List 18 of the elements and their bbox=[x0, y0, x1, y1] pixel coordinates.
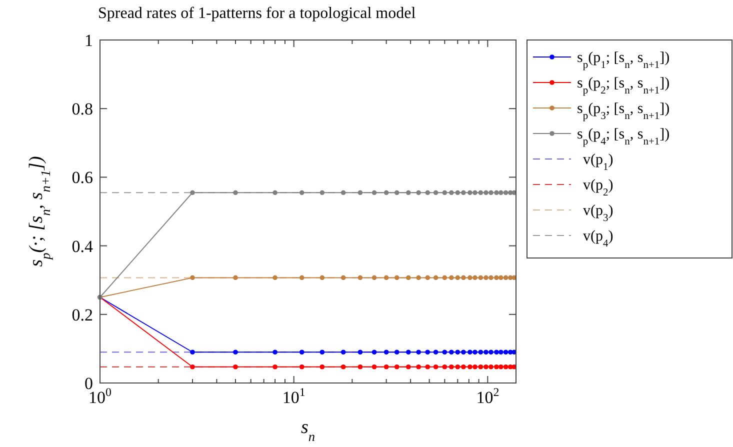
y-tick-label: 0 bbox=[84, 374, 93, 393]
legend-label: v(p$_{3}$) bbox=[583, 203, 614, 224]
x-tick-label: 10$^{1}$ bbox=[282, 385, 306, 407]
legend-label: v(p$_{4}$) bbox=[583, 228, 614, 249]
y-tick-label: 0.2 bbox=[72, 305, 93, 324]
text: s$_{p}$(p$_{2}$; [s$_{n}$, s$_{n+1}$]) bbox=[577, 76, 670, 96]
text: s$_{p}$(p$_{3}$; [s$_{n}$, s$_{n+1}$]) bbox=[577, 101, 670, 122]
x-axis-title: s$_{n}$ bbox=[300, 417, 316, 444]
y-tick-label: 0.6 bbox=[72, 168, 93, 188]
text: s$_{p}$(p$_{4}$; [s$_{n}$, s$_{n+1}$]) bbox=[577, 126, 670, 147]
legend-label: v(p$_{2}$) bbox=[583, 178, 614, 198]
x-tick-label: 10$^{2}$ bbox=[476, 385, 500, 407]
text: s$_{p}$(p$_{1}$; [s$_{n}$, s$_{n+1}$]) bbox=[577, 50, 670, 70]
y-tick-label: 1 bbox=[84, 31, 93, 50]
y-tick-label: 0.4 bbox=[72, 236, 94, 256]
chart-title: Spread rates of 1-patterns for a topological model bbox=[98, 5, 416, 22]
legend-label: v(p$_{1}$) bbox=[583, 152, 614, 172]
y-tick-label: 0.8 bbox=[72, 100, 93, 119]
